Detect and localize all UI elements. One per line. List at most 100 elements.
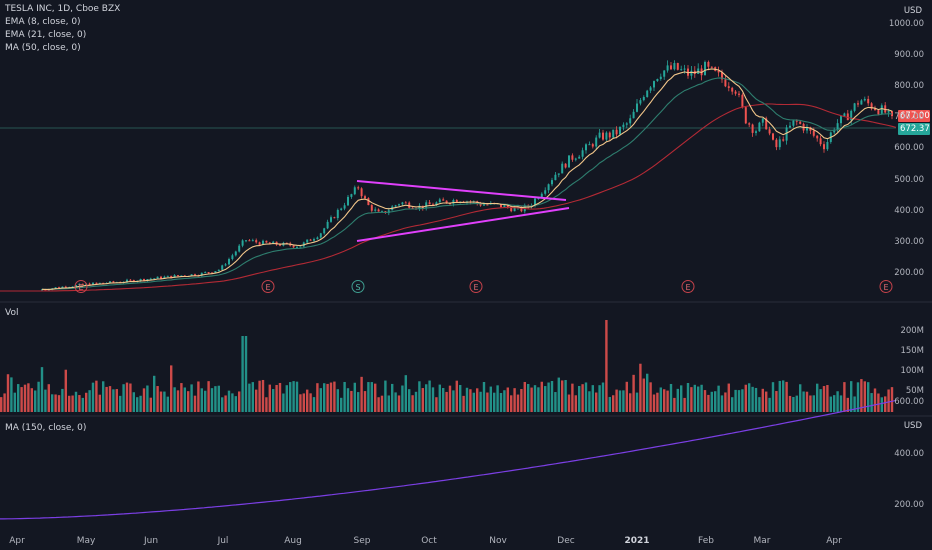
- candle-body: [432, 204, 434, 206]
- earnings-event-marker[interactable]: E: [879, 280, 893, 293]
- volume-bar: [499, 393, 503, 412]
- volume-bar: [85, 392, 88, 412]
- candle-body: [408, 202, 411, 208]
- candle-body: [350, 194, 353, 197]
- volume-bar: [472, 392, 475, 412]
- volume-bar: [884, 396, 887, 412]
- time-axis-label: Sep: [353, 536, 371, 546]
- candle-body: [602, 132, 604, 140]
- volume-bar: [217, 385, 220, 412]
- earnings-event-marker[interactable]: E: [681, 280, 695, 293]
- volume-bar: [686, 383, 690, 412]
- volume-bar: [431, 387, 435, 412]
- candle-body: [581, 150, 584, 157]
- candle-body: [88, 283, 91, 286]
- candle-body: [483, 204, 485, 206]
- volume-bar: [771, 382, 775, 412]
- volume-bar: [809, 395, 812, 412]
- candle-body: [64, 286, 67, 288]
- volume-bar: [724, 392, 727, 412]
- volume-bar: [418, 381, 421, 412]
- candle-body: [819, 138, 822, 145]
- candle-body: [731, 87, 734, 92]
- candle-body: [765, 118, 768, 130]
- candle-body: [551, 180, 553, 185]
- earnings-event-marker[interactable]: E: [261, 280, 275, 293]
- ma-currency-label: USD: [903, 421, 922, 431]
- volume-bar: [734, 389, 737, 412]
- time-axis-label: May: [76, 536, 96, 546]
- candle-body: [238, 245, 241, 252]
- ma50-legend[interactable]: MA (50, close, 0): [5, 43, 81, 53]
- candle-body: [47, 289, 50, 291]
- volume-bar: [527, 383, 530, 412]
- candle-body: [166, 275, 169, 277]
- candle-body: [758, 122, 761, 132]
- candle-body: [333, 217, 336, 219]
- volume-bar: [408, 389, 411, 412]
- volume-bar: [27, 383, 30, 412]
- volume-bar: [132, 392, 135, 412]
- volume-bar: [649, 382, 652, 412]
- candle-body: [445, 200, 448, 204]
- lower-trendline: [356, 207, 570, 242]
- volume-bar: [238, 391, 241, 412]
- candle-body: [649, 87, 652, 91]
- volume-legend[interactable]: Vol: [5, 308, 19, 318]
- ma150-legend[interactable]: MA (150, close, 0): [5, 423, 87, 433]
- volume-bar: [112, 389, 115, 412]
- volume-bar: [414, 391, 418, 412]
- volume-bar: [595, 392, 598, 412]
- candle-body: [398, 204, 400, 206]
- candle-body: [670, 65, 672, 70]
- volume-bar: [204, 390, 207, 412]
- candle-body: [95, 282, 98, 284]
- volume-bar: [482, 381, 486, 412]
- candle-body: [680, 69, 683, 71]
- volume-bar: [839, 395, 843, 412]
- volume-bar: [214, 386, 217, 412]
- volume-bar: [312, 397, 316, 412]
- volume-bar: [714, 391, 717, 412]
- volume-bar: [448, 385, 452, 412]
- volume-bar: [867, 382, 870, 412]
- volume-bar: [51, 394, 54, 412]
- volume-bar: [95, 380, 98, 412]
- volume-bar: [129, 383, 132, 412]
- volume-bar: [221, 397, 224, 412]
- volume-bar: [40, 367, 44, 412]
- candle-body: [744, 107, 747, 124]
- ema8-line: [41, 68, 893, 290]
- volume-bar: [319, 388, 322, 412]
- ema21-legend[interactable]: EMA (21, close, 0): [5, 30, 87, 40]
- volume-bar: [795, 395, 798, 412]
- volume-bar: [615, 389, 618, 412]
- volume-bar: [656, 392, 659, 412]
- price-tick-label: 300.00: [894, 236, 924, 247]
- volume-bar: [442, 388, 445, 412]
- volume-bar: [652, 394, 656, 412]
- candle-body: [153, 278, 156, 280]
- volume-bar: [476, 388, 479, 412]
- earnings-event-marker[interactable]: E: [469, 280, 483, 293]
- candle-body: [812, 130, 815, 136]
- ema8-legend[interactable]: EMA (8, close, 0): [5, 17, 81, 27]
- candle-body: [629, 118, 632, 124]
- candle-body: [299, 246, 302, 248]
- candle-body: [340, 208, 343, 210]
- candle-body: [194, 274, 196, 276]
- volume-bar: [54, 394, 57, 412]
- volume-bar: [833, 395, 836, 412]
- earnings-event-marker[interactable]: E: [74, 280, 88, 293]
- candle-body: [54, 287, 57, 289]
- split-event-marker[interactable]: S: [351, 280, 365, 293]
- time-axis-label: Oct: [421, 536, 437, 546]
- volume-bar: [659, 387, 662, 412]
- candle-body: [622, 124, 625, 127]
- candle-body: [177, 275, 179, 277]
- time-axis-label: Aug: [284, 536, 302, 546]
- volume-bar: [3, 393, 6, 412]
- candle-body: [568, 155, 570, 168]
- volume-bar: [394, 392, 397, 412]
